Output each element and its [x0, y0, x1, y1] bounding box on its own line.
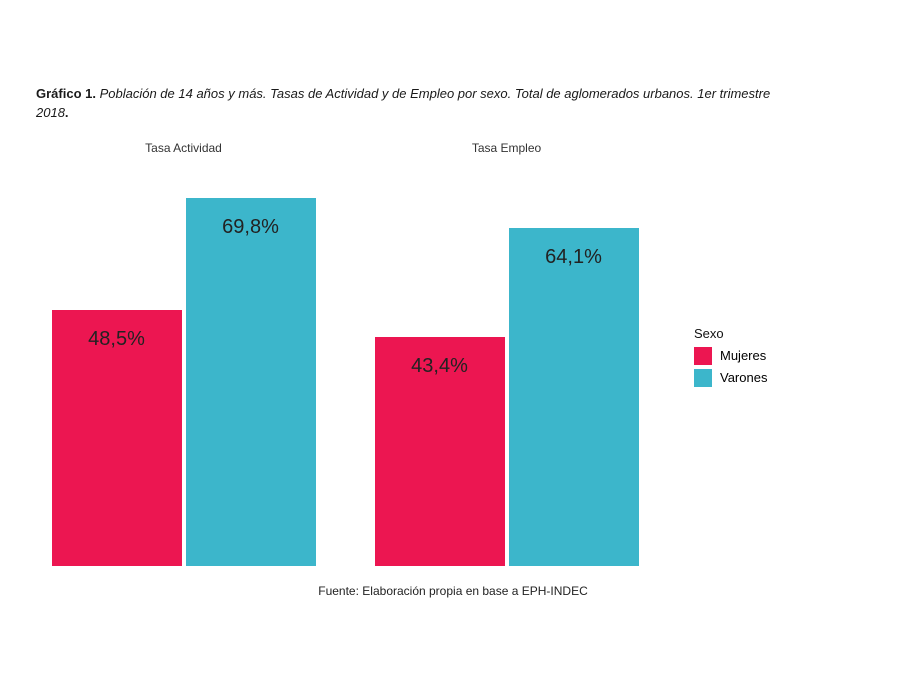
- chart-panels: Tasa Actividad 48,5% 69,8% Tasa Empleo 4…: [36, 141, 654, 566]
- bar-mujeres: 43,4%: [375, 337, 505, 566]
- bar-mujeres: 48,5%: [52, 310, 182, 565]
- chart-source: Fuente: Elaboración propia en base a EPH…: [36, 584, 870, 598]
- page: Gráfico 1. Población de 14 años y más. T…: [0, 0, 900, 675]
- legend-swatch: [694, 347, 712, 365]
- title-text: Población de 14 años y más. Tasas de Act…: [36, 86, 770, 120]
- bar-varones: 69,8%: [186, 198, 316, 566]
- legend-item-varones: Varones: [694, 369, 767, 387]
- panel-title: Tasa Empleo: [359, 141, 654, 155]
- source-text: Elaboración propia en base a EPH-INDEC: [362, 584, 587, 598]
- bar-value-label: 48,5%: [52, 328, 182, 351]
- bar-value-label: 69,8%: [186, 216, 316, 239]
- legend-swatch: [694, 369, 712, 387]
- legend-label: Mujeres: [720, 348, 766, 363]
- source-prefix: Fuente:: [318, 584, 359, 598]
- legend-label: Varones: [720, 370, 767, 385]
- panel-title: Tasa Actividad: [36, 141, 331, 155]
- chart-title: Gráfico 1. Población de 14 años y más. T…: [36, 85, 796, 123]
- panel-actividad: Tasa Actividad 48,5% 69,8%: [36, 141, 331, 566]
- title-suffix: .: [65, 105, 69, 120]
- plot-area: 48,5% 69,8%: [36, 171, 331, 566]
- legend-title: Sexo: [694, 326, 767, 341]
- plot-area: 43,4% 64,1%: [359, 171, 654, 566]
- legend: Sexo Mujeres Varones: [694, 326, 767, 391]
- chart-row: Tasa Actividad 48,5% 69,8% Tasa Empleo 4…: [36, 141, 870, 566]
- title-prefix: Gráfico 1.: [36, 86, 96, 101]
- legend-item-mujeres: Mujeres: [694, 347, 767, 365]
- bar-varones: 64,1%: [509, 228, 639, 566]
- panel-empleo: Tasa Empleo 43,4% 64,1%: [359, 141, 654, 566]
- bar-value-label: 43,4%: [375, 355, 505, 378]
- bar-value-label: 64,1%: [509, 246, 639, 269]
